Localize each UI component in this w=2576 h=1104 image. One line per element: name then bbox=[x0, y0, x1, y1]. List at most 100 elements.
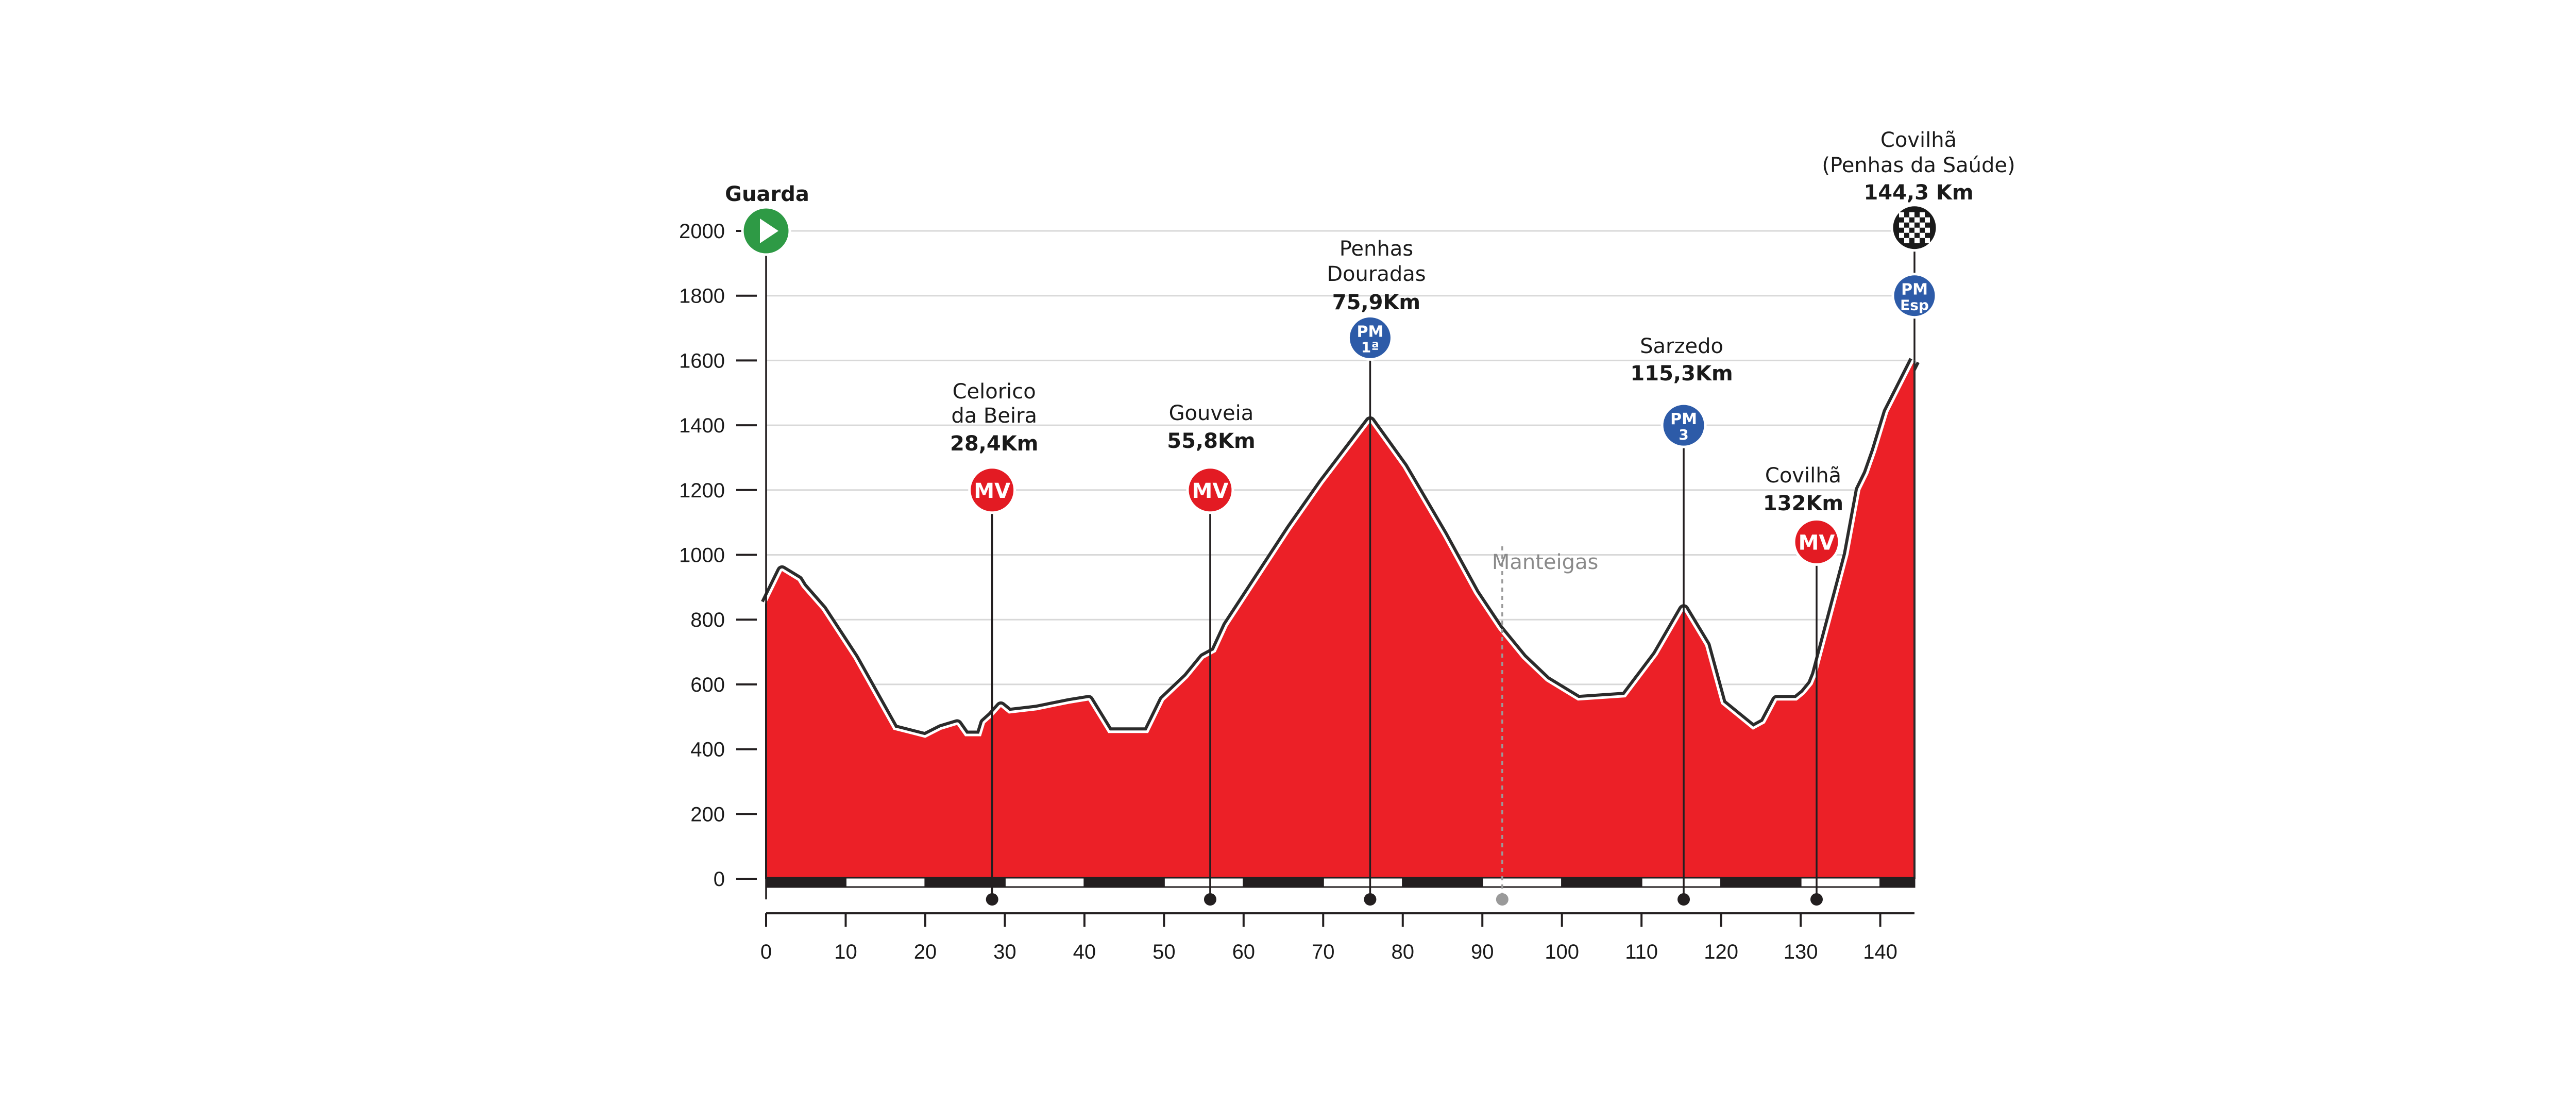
y-tick-label: 2000 bbox=[679, 220, 725, 243]
checker-square bbox=[1899, 222, 1904, 228]
km-strip-section bbox=[1004, 877, 1086, 888]
y-tick-label: 200 bbox=[690, 803, 725, 826]
km-strip-section bbox=[1243, 877, 1324, 888]
x-tick-label: 120 bbox=[1704, 941, 1738, 963]
play-icon bbox=[760, 219, 778, 243]
km-strip-section bbox=[844, 877, 926, 888]
checker-square bbox=[1914, 227, 1920, 233]
km-strip-section bbox=[765, 877, 846, 888]
sarzedo-badge-top: PM bbox=[1670, 410, 1697, 428]
sarzedo-km: 115,3Km bbox=[1630, 362, 1733, 386]
x-tick-label: 70 bbox=[1312, 941, 1335, 963]
celorico-label-1: Celorico bbox=[953, 380, 1036, 404]
covilha-km: 132Km bbox=[1763, 492, 1843, 515]
sarzedo-label: Sarzedo bbox=[1640, 334, 1723, 358]
y-tick-label: 1000 bbox=[679, 544, 725, 567]
km-strip-section bbox=[1163, 877, 1245, 888]
gouveia-label: Gouveia bbox=[1169, 402, 1254, 425]
celorico-label-2: da Beira bbox=[951, 404, 1037, 428]
sarzedo-dot bbox=[1677, 893, 1690, 906]
finish-pm-badge-bottom: Esp bbox=[1900, 297, 1929, 314]
penhas-badge-bottom: 1ª bbox=[1361, 339, 1379, 356]
kilometer-strip bbox=[765, 877, 1916, 888]
checker-square bbox=[1920, 232, 1925, 238]
checker-square bbox=[1909, 222, 1914, 228]
penhas-dot bbox=[1364, 893, 1377, 906]
km-strip-section bbox=[1083, 877, 1165, 888]
y-tick-label: 800 bbox=[690, 609, 725, 631]
x-tick-label: 110 bbox=[1625, 941, 1658, 963]
penhas-km: 75,9Km bbox=[1332, 291, 1420, 314]
x-tick-label: 10 bbox=[834, 941, 857, 963]
y-tick-label: 600 bbox=[690, 674, 725, 696]
axes: 0 200 400 600 800 1000 1200 1400 1600 1800 2000 0 10… bbox=[679, 220, 1914, 963]
checker-square bbox=[1904, 238, 1909, 243]
finish-label-2: (Penhas da Saúde) bbox=[1822, 154, 2015, 177]
x-tick-label: 90 bbox=[1471, 941, 1494, 963]
checker-square bbox=[1909, 232, 1914, 238]
checker-square bbox=[1925, 238, 1930, 243]
checker-square bbox=[1904, 217, 1909, 223]
x-tick-label: 40 bbox=[1073, 941, 1096, 963]
celorico-badge-text: MV bbox=[974, 479, 1010, 503]
gouveia-dot bbox=[1204, 893, 1216, 906]
finish-pm-badge bbox=[1891, 273, 1938, 319]
sarzedo-badge-bottom: 3 bbox=[1679, 426, 1688, 443]
covilha-badge bbox=[1792, 517, 1841, 566]
km-strip-section bbox=[1322, 877, 1404, 888]
celorico-badge bbox=[968, 466, 1016, 514]
gouveia-km: 55,8Km bbox=[1167, 429, 1255, 453]
penhas-badge bbox=[1347, 314, 1393, 361]
covilha-label: Covilhã bbox=[1765, 464, 1841, 488]
penhas-badge-top: PM bbox=[1357, 323, 1384, 341]
y-tick-label: 1800 bbox=[679, 285, 725, 308]
checker-square bbox=[1920, 212, 1925, 218]
manteigas-dot bbox=[1496, 893, 1509, 906]
x-tick-label: 140 bbox=[1863, 941, 1897, 963]
x-tick-label: 60 bbox=[1232, 941, 1256, 963]
y-tick-label: 1400 bbox=[679, 414, 725, 437]
km-strip-section bbox=[1879, 877, 1916, 888]
y-tick-label: 400 bbox=[690, 739, 725, 761]
finish-label-1: Covilhã bbox=[1880, 128, 1957, 152]
checker-square bbox=[1914, 217, 1920, 223]
celorico-km: 28,4Km bbox=[950, 432, 1038, 456]
finish-pm-badge-top: PM bbox=[1901, 281, 1928, 299]
sarzedo-badge bbox=[1660, 402, 1707, 448]
covilha-badge-text: MV bbox=[1799, 531, 1835, 555]
manteigas-label: Manteigas bbox=[1492, 550, 1599, 574]
finish-km: 144,3 Km bbox=[1863, 181, 1973, 205]
checker-square bbox=[1925, 227, 1930, 233]
penhas-label-1: Penhas bbox=[1340, 237, 1413, 261]
km-strip-section bbox=[1800, 877, 1882, 888]
profile-fill bbox=[766, 360, 1914, 879]
checker-square bbox=[1920, 222, 1925, 228]
gouveia-badge bbox=[1186, 466, 1234, 514]
km-strip-section bbox=[1640, 877, 1722, 888]
x-tick-label: 100 bbox=[1545, 941, 1579, 963]
start-label: Guarda bbox=[725, 182, 809, 206]
y-tick-label: 1200 bbox=[679, 479, 725, 502]
checker-square bbox=[1899, 232, 1904, 238]
checker-square bbox=[1904, 227, 1909, 233]
y-tick-label: 1600 bbox=[679, 349, 725, 372]
celorico-dot bbox=[986, 893, 998, 906]
km-strip-section bbox=[1720, 877, 1802, 888]
km-strip-section bbox=[1481, 877, 1563, 888]
x-tick-label: 130 bbox=[1784, 941, 1818, 963]
km-strip-section bbox=[1402, 877, 1483, 888]
checker-square bbox=[1909, 212, 1914, 218]
y-tick-label: 0 bbox=[714, 868, 725, 891]
gouveia-badge-text: MV bbox=[1192, 479, 1229, 503]
checker-square bbox=[1914, 238, 1920, 243]
x-tick-label: 50 bbox=[1153, 941, 1176, 963]
x-tick-label: 80 bbox=[1392, 941, 1415, 963]
checker-square bbox=[1899, 212, 1904, 218]
covilha-dot bbox=[1810, 893, 1823, 906]
penhas-label-2: Douradas bbox=[1327, 262, 1426, 286]
x-tick-label: 30 bbox=[993, 941, 1016, 963]
x-tick-label: 0 bbox=[760, 941, 772, 963]
x-tick-label: 20 bbox=[914, 941, 937, 963]
